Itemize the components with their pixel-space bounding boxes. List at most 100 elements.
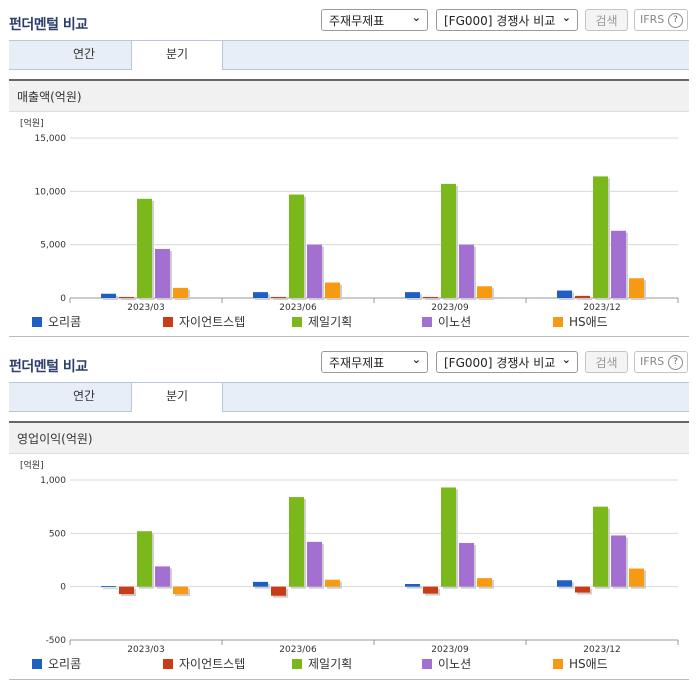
bar <box>405 292 420 298</box>
x-tick-label: 2023/09 <box>431 645 469 655</box>
y-unit-label: [억원] <box>20 459 44 471</box>
legend-item[interactable]: 제일기획 <box>292 655 352 672</box>
y-tick-label: 5,000 <box>40 241 66 251</box>
chart-legend: 오리콤 자이언트스텝 제일기획 이노션 HS애드 <box>0 313 696 329</box>
peer-select-value: [FG000] 경쟁사 비교 <box>444 356 556 370</box>
bar <box>289 194 304 298</box>
legend-item[interactable]: HS애드 <box>553 655 608 672</box>
legend-label: 자이언트스텝 <box>179 657 246 671</box>
legend-swatch <box>422 317 432 327</box>
bar <box>459 244 474 298</box>
legend-item[interactable]: 오리콤 <box>32 313 81 330</box>
statement-select[interactable]: 주재무제표 ⌄ <box>321 9 428 31</box>
bar-shadow <box>577 297 592 300</box>
statement-select[interactable]: 주재무제표 ⌄ <box>321 351 428 373</box>
x-tick-label: 2023/12 <box>583 645 620 655</box>
legend-label: 제일기획 <box>308 657 353 671</box>
bar <box>441 183 456 298</box>
bar <box>325 579 340 587</box>
legend-swatch <box>32 317 42 327</box>
legend-label: 자이언트스텝 <box>179 315 246 329</box>
legend-label: 오리콤 <box>48 657 82 671</box>
legend-item[interactable]: 자이언트스텝 <box>163 313 245 330</box>
bar <box>119 586 134 595</box>
bar-shadow <box>425 298 440 300</box>
chart-legend: 오리콤 자이언트스텝 제일기획 이노션 HS애드 <box>0 655 696 671</box>
panel-title: 펀더멘털 비교 <box>9 359 88 375</box>
y-tick-label: 0 <box>60 583 66 593</box>
statement-select-value: 주재무제표 <box>329 356 385 370</box>
y-tick-label: 1,000 <box>40 476 66 486</box>
bar <box>441 487 456 587</box>
tab-annual[interactable]: 연간 <box>72 389 96 403</box>
help-icon[interactable]: ? <box>668 13 683 28</box>
help-icon[interactable]: ? <box>668 355 683 370</box>
bar <box>611 230 626 298</box>
ifrs-label: IFRS <box>640 355 665 368</box>
bar <box>271 296 286 298</box>
peer-select[interactable]: [FG000] 경쟁사 비교 ⌄ <box>436 9 578 31</box>
bar <box>557 290 572 298</box>
y-tick-label: 10,000 <box>35 187 67 197</box>
bar <box>575 295 590 298</box>
bar-shadow <box>121 298 136 300</box>
bar <box>477 578 492 587</box>
bar <box>593 176 608 298</box>
panel-title: 펀더멘털 비교 <box>9 17 88 33</box>
bar <box>629 278 644 298</box>
legend-swatch <box>553 317 563 327</box>
peer-select[interactable]: [FG000] 경쟁사 비교 ⌄ <box>436 351 578 373</box>
bar-shadow <box>407 586 422 589</box>
search-button[interactable]: 검색 <box>585 351 628 373</box>
bar <box>253 292 268 298</box>
x-tick-label: 2023/09 <box>431 303 469 313</box>
legend-label: 이노션 <box>438 657 472 671</box>
tab-quarterly[interactable]: 분기 <box>131 40 223 70</box>
panel-header: 펀더멘털 비교 주재무제표 ⌄ [FG000] 경쟁사 비교 ⌄ 검색 IFRS… <box>0 8 696 38</box>
legend-item[interactable]: 자이언트스텝 <box>163 655 245 672</box>
legend-item[interactable]: 이노션 <box>422 313 471 330</box>
x-tick-label: 2023/06 <box>279 645 317 655</box>
x-tick-label: 2023/03 <box>127 645 164 655</box>
legend-item[interactable]: 오리콤 <box>32 655 81 672</box>
tab-quarterly[interactable]: 분기 <box>131 382 223 412</box>
legend-label: 이노션 <box>438 315 472 329</box>
panel-sales: 펀더멘털 비교 주재무제표 ⌄ [FG000] 경쟁사 비교 ⌄ 검색 IFRS… <box>0 8 696 338</box>
bar <box>101 293 116 298</box>
y-tick-label: 0 <box>60 294 66 304</box>
metric-title: 매출액(억원) <box>17 90 82 104</box>
legend-item[interactable]: HS애드 <box>553 313 608 330</box>
panel-operating-income: 펀더멘털 비교 주재무제표 ⌄ [FG000] 경쟁사 비교 ⌄ 검색 IFRS… <box>0 350 696 684</box>
bar <box>173 287 188 298</box>
bar <box>459 542 474 587</box>
peer-select-value: [FG000] 경쟁사 비교 <box>444 14 556 28</box>
statement-select-value: 주재무제표 <box>329 14 385 28</box>
legend-swatch <box>32 659 42 669</box>
bar <box>155 248 170 298</box>
bar-shadow <box>103 588 118 590</box>
x-tick-label: 2023/03 <box>127 303 164 313</box>
metric-header: 영업이익(억원) <box>9 421 689 454</box>
bar <box>477 286 492 298</box>
legend-item[interactable]: 제일기획 <box>292 313 352 330</box>
ifrs-button[interactable]: IFRS ? <box>634 351 688 373</box>
bar-shadow <box>273 298 288 300</box>
bar <box>173 586 188 595</box>
tab-annual[interactable]: 연간 <box>72 47 96 61</box>
period-tabs: 연간 분기 <box>9 382 689 412</box>
legend-label: HS애드 <box>569 657 608 671</box>
y-tick-label: 500 <box>49 529 66 539</box>
ifrs-button[interactable]: IFRS ? <box>634 9 688 31</box>
bar <box>155 566 170 587</box>
chevron-down-icon: ⌄ <box>411 11 421 24</box>
metric-header: 매출액(억원) <box>9 79 689 112</box>
search-button[interactable]: 검색 <box>585 9 628 31</box>
legend-swatch <box>163 317 173 327</box>
legend-swatch <box>553 659 563 669</box>
bar <box>101 586 116 588</box>
legend-item[interactable]: 이노션 <box>422 655 471 672</box>
bar <box>629 568 644 587</box>
bar <box>137 531 152 587</box>
chevron-down-icon: ⌄ <box>411 353 421 366</box>
divider <box>9 336 689 337</box>
